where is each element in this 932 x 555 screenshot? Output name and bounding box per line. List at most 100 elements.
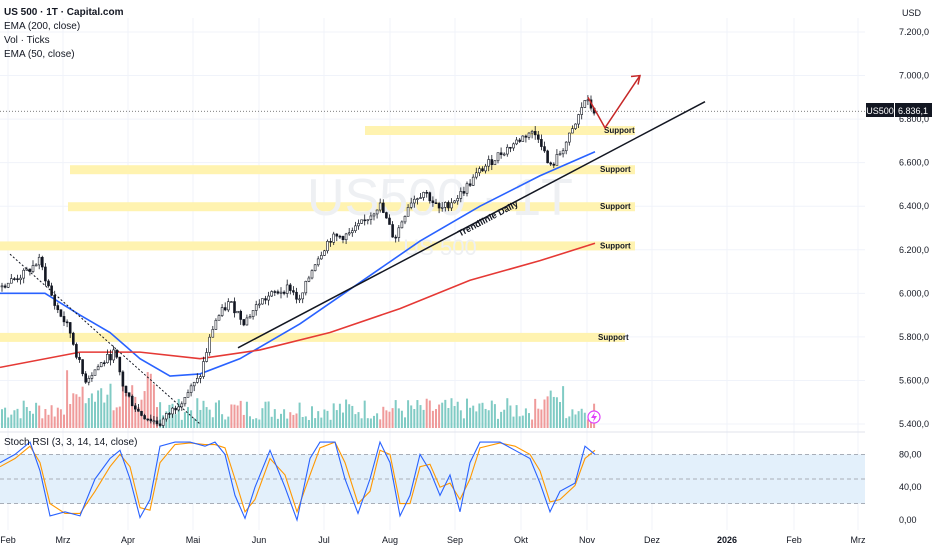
volume-bar: [59, 409, 62, 428]
candle-body: [567, 132, 571, 143]
volume-bar: [515, 405, 518, 428]
candle-body: [543, 146, 546, 152]
volume-bar: [66, 370, 69, 428]
currency-label: USD: [902, 8, 922, 18]
watermark-symbol: US500 · 1T: [307, 169, 573, 227]
candle-body: [527, 132, 531, 138]
candle-body: [391, 224, 394, 238]
candle-body: [354, 225, 357, 232]
volume-bar: [273, 409, 276, 428]
candle-body: [118, 356, 122, 373]
volume-bar: [568, 416, 571, 428]
volume-bar: [180, 419, 183, 428]
volume-bar: [125, 389, 127, 428]
candle-body: [502, 153, 506, 156]
candle-body: [146, 418, 149, 421]
volume-bar: [444, 399, 447, 428]
candle-body: [366, 219, 370, 221]
volume-bar: [348, 404, 351, 428]
volume-bar: [97, 390, 100, 428]
price-tick-label: 5.800,0: [899, 332, 929, 342]
indicator-ema50[interactable]: EMA (50, close): [4, 49, 75, 60]
candle-body: [518, 139, 522, 142]
volume-bar: [13, 410, 16, 428]
volume-bar: [221, 414, 224, 428]
candle-body: [177, 406, 180, 411]
candle-body: [270, 291, 274, 297]
volume-bar: [63, 414, 65, 428]
volume-bar: [208, 409, 211, 428]
volume-bar: [441, 402, 444, 428]
support-band: [365, 126, 635, 135]
candle-body: [143, 415, 146, 420]
stoch-rsi-legend[interactable]: Stoch RSI (3, 3, 14, 14, close): [4, 437, 138, 448]
volume-bar: [335, 410, 338, 428]
candle-body: [13, 278, 16, 280]
volume-bar: [137, 407, 140, 428]
candle-body: [397, 227, 401, 238]
projection-arrow[interactable]: [587, 74, 641, 130]
volume-bar: [518, 416, 521, 428]
candle-body: [115, 349, 118, 358]
candle-body: [130, 395, 134, 407]
candle-body: [236, 310, 239, 314]
stoch-rsi-panel: [0, 431, 865, 522]
candle-body: [478, 168, 481, 174]
candle-body: [211, 329, 215, 338]
stoch-k-line: [0, 440, 596, 522]
volume-bar: [329, 419, 332, 428]
trendline-daily: [237, 101, 706, 349]
x-tick-label: Jun: [252, 535, 267, 545]
indicator-ema200[interactable]: EMA (200, close): [4, 21, 81, 32]
candle-body: [137, 408, 140, 412]
volume-bar: [484, 408, 487, 428]
price-tick-label: 7.000,0: [899, 71, 929, 81]
volume-bar: [559, 401, 561, 428]
volume-bar: [227, 416, 230, 428]
candle-body: [199, 376, 202, 379]
candle-body: [75, 344, 78, 358]
candle-body: [419, 197, 422, 199]
indicator-volume[interactable]: Vol · Ticks: [4, 35, 50, 46]
price-tick-label: 6.000,0: [899, 288, 929, 298]
candle-body: [524, 135, 528, 138]
volume-bar: [78, 396, 81, 428]
candle-body: [22, 269, 26, 279]
volume-bar: [400, 410, 403, 428]
symbol-title[interactable]: US 500 · 1T · Capital.com: [4, 7, 124, 18]
x-tick-label: Mrz: [851, 535, 866, 545]
volume-bar: [94, 401, 96, 428]
price-tick-label: 6.600,0: [899, 158, 929, 168]
candle-body: [90, 375, 94, 379]
x-tick-label: Apr: [121, 535, 135, 545]
candle-body: [87, 378, 91, 383]
candle-body: [161, 418, 165, 426]
candle-body: [388, 217, 391, 225]
candle-body: [279, 291, 283, 294]
volume-bar: [69, 404, 72, 428]
candle-body: [580, 107, 584, 115]
volume-bar: [546, 396, 549, 428]
candle-body: [574, 123, 577, 129]
volume-bar: [131, 385, 134, 428]
support-band: [70, 165, 635, 175]
candle-body: [375, 209, 379, 215]
candle-body: [217, 315, 221, 321]
x-tick-label: Nov: [579, 535, 596, 545]
volume-bar: [174, 414, 177, 428]
lightning-icon[interactable]: [587, 410, 601, 424]
volume-bar: [190, 410, 193, 428]
watermark-name: US 500: [403, 235, 476, 260]
volume-bar: [72, 393, 75, 428]
support-bands: Support Support Support Support Support: [0, 126, 635, 342]
volume-bar: [574, 414, 577, 428]
volume-bar: [555, 397, 558, 428]
volume-bar: [543, 399, 546, 428]
volume-bar: [459, 410, 462, 428]
volume-bar: [1, 409, 3, 428]
arrow-path: [587, 75, 641, 130]
volume-bar: [304, 416, 307, 428]
candle-body: [344, 233, 348, 241]
candle-body: [273, 291, 277, 293]
